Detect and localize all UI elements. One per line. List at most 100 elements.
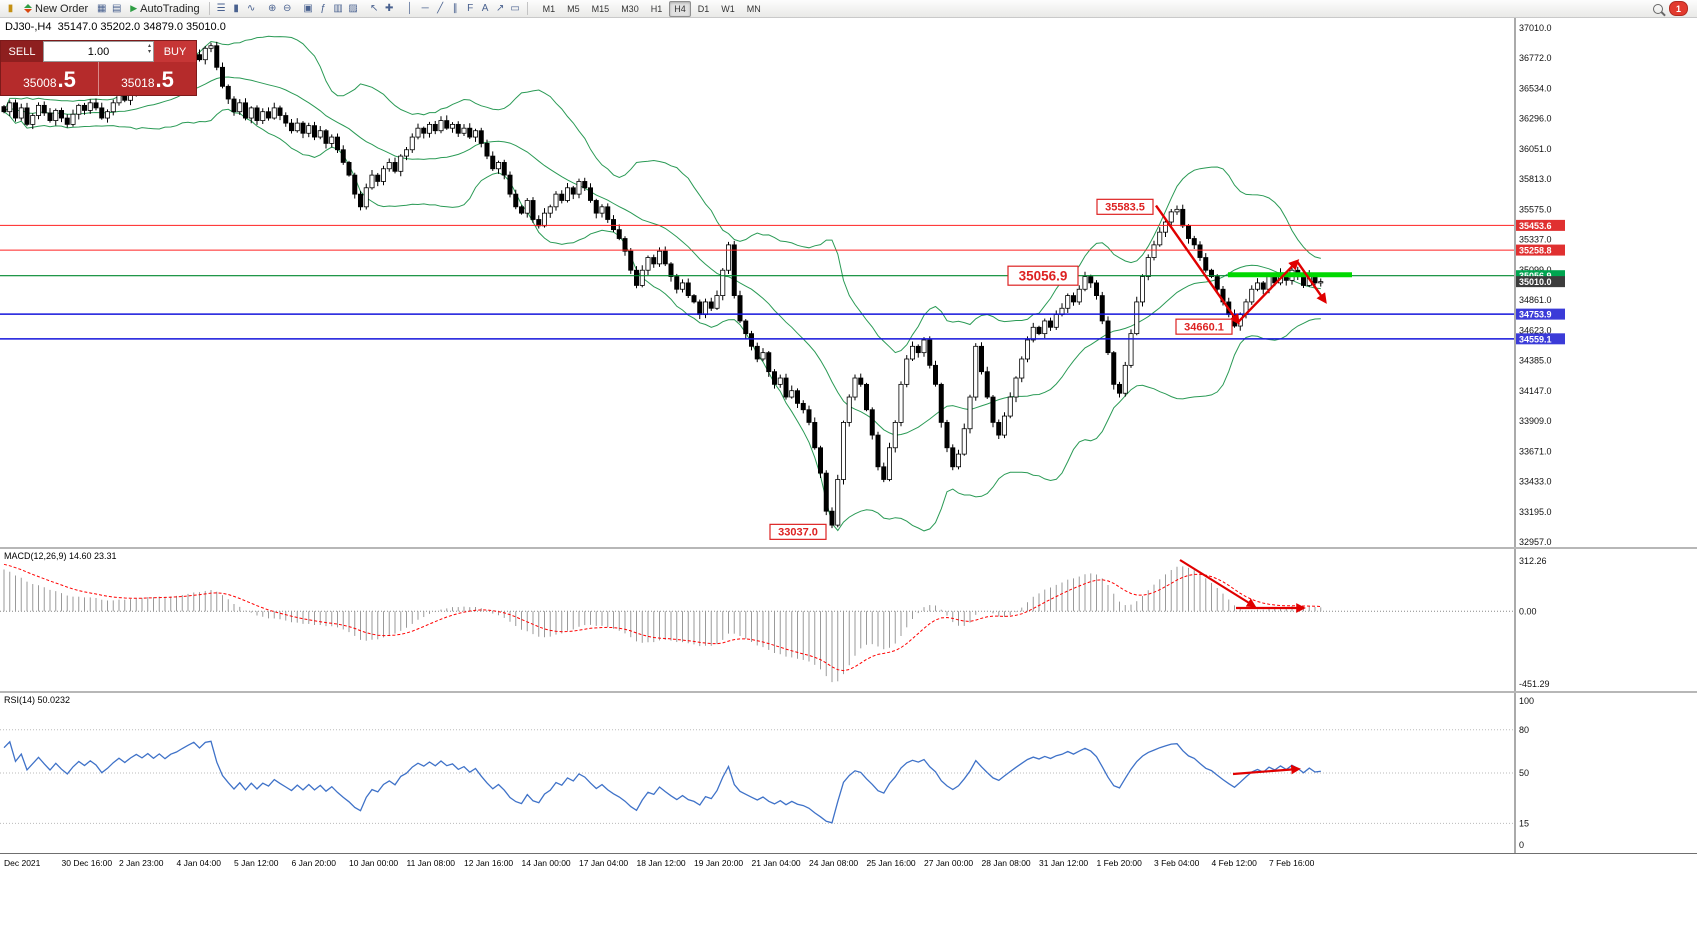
price-tag-value: 34753.9 [1519,310,1552,320]
macd-trend-arrow[interactable] [1179,559,1257,608]
vertical-line-icon[interactable]: │ [407,2,414,14]
price-tag-value: 35010.0 [1519,277,1552,287]
rsi-panel[interactable]: 100 80 50 15 0 [0,693,1697,853]
price-axis-label: 34385.0 [1519,356,1552,366]
profiles-icon[interactable]: ▤ [111,2,122,14]
timeframe-button-m1[interactable]: M1 [542,3,556,14]
timeframe-button-m30[interactable]: M30 [621,3,639,14]
price-axis-label: 33671.0 [1519,446,1552,456]
rsi-line [3,740,1321,824]
shapes-icon[interactable]: ▭ [510,2,520,14]
periods-icon[interactable]: ▥ [333,2,343,14]
timeframe-button-h4[interactable]: H4 [669,0,691,17]
time-axis-label: 11 Jan 08:00 [406,858,456,868]
macd-histogram [3,566,1322,683]
zoom-out-icon[interactable]: ⊖ [282,2,292,14]
volume-input[interactable]: 1.00 ▴ ▾ [43,41,154,62]
timeframe-button-mn[interactable]: MN [746,3,761,14]
time-axis-label: 4 Jan 04:00 [176,858,221,868]
price-axis-label: 37010.0 [1519,23,1552,33]
macd-axis-label: -451.29 [1519,679,1550,689]
rsi-axis-label: 15 [1519,818,1529,828]
fibonacci-icon[interactable]: F [467,2,474,14]
buy-button[interactable]: BUY [154,41,196,62]
bar-chart-icon[interactable]: ☰ [216,2,226,14]
candlestick-chart-icon[interactable]: ▮ [233,2,239,14]
volume-spinner[interactable]: ▴ ▾ [147,43,151,55]
rsi-axis-label: 0 [1519,840,1524,850]
price-callout[interactable] [1175,318,1233,335]
timeframe-button-w1[interactable]: W1 [721,3,735,14]
trend-arrow[interactable] [1155,204,1240,325]
macd-axis-label: 0.00 [1519,606,1537,616]
price-tag [1516,333,1565,345]
autotrading-button[interactable]: ▶ AutoTrading [125,1,204,17]
time-axis-label: Dec 2021 [4,858,41,868]
price-tag-value: 35258.8 [1519,246,1552,256]
trendline-icon[interactable]: ╱ [437,2,444,14]
price-axis-label: 35575.0 [1519,204,1552,214]
timeframe-button-h1[interactable]: H1 [650,3,663,14]
time-axis-label: 27 Jan 00:00 [924,858,974,868]
time-axis-label: 30 Dec 16:00 [61,858,113,868]
rsi-indicator-label: RSI(14) 50.0232 [4,695,71,705]
time-axis-label: 31 Jan 12:00 [1039,858,1089,868]
tile-windows-icon[interactable]: ▣ [303,2,313,14]
price-callout[interactable] [1096,198,1154,215]
price-axis-label: 34861.0 [1519,295,1552,305]
volume-value: 1.00 [87,45,110,58]
rsi-axis-label: 100 [1519,696,1534,706]
time-axis-label: 12 Jan 16:00 [464,858,514,868]
price-callout[interactable] [1007,265,1079,286]
new-order-button[interactable]: New Order [19,1,93,17]
new-order-label: New Order [35,2,89,15]
price-axis-label: 33433.0 [1519,477,1552,487]
price-chart[interactable]: 37010.0 36772.0 36534.0 36296.0 36051.0 35813… [0,18,1697,547]
text-icon[interactable]: A [481,2,489,14]
time-axis[interactable]: Dec 2021 30 Dec 16:00 2 Jan 23:00 4 Jan 04:… [0,853,1697,874]
arrows-icon[interactable]: ↗ [495,2,505,14]
timeframe-button-m5[interactable]: M5 [567,3,580,14]
horizontal-line-icon[interactable]: ─ [421,2,429,14]
price-callout-text: 33037.0 [778,527,818,539]
zoom-in-icon[interactable]: ⊕ [267,2,277,14]
timeframe-button-m15[interactable]: M15 [591,3,610,14]
buy-price-main: 35018 [121,76,155,90]
rsi-trend-arrow[interactable] [1232,764,1301,776]
panel-separator[interactable] [0,691,1697,693]
price-axis-label: 35099.0 [1519,265,1552,275]
macd-panel[interactable]: 312.26 0.00 -451.29 [0,549,1697,691]
time-axis-label: 4 Feb 12:00 [1211,858,1257,868]
price-tag-value: 35453.6 [1519,221,1552,231]
templates-icon[interactable]: ▨ [348,2,358,14]
panel-separator[interactable] [0,547,1697,549]
sell-button[interactable]: SELL [1,41,43,62]
crosshair-icon[interactable]: ✚ [384,2,394,14]
price-tag [1516,219,1565,231]
price-callout[interactable] [769,523,827,540]
indicators-icon[interactable]: ƒ [320,2,326,14]
toolbar-separator [526,2,528,15]
trend-arrow[interactable] [1237,259,1300,324]
channel-icon[interactable]: ∥ [452,2,458,14]
price-tag [1516,276,1565,288]
timeframe-button-d1[interactable]: D1 [697,3,710,14]
time-axis-label: 21 Jan 04:00 [751,858,801,868]
bollinger-bands [3,35,1321,532]
time-axis-label: 24 Jan 08:00 [809,858,859,868]
price-callout-text: 35056.9 [1019,268,1068,283]
cursor-icon[interactable]: ↖ [369,2,379,14]
notification-badge[interactable]: 1 [1669,1,1688,16]
trend-arrow[interactable] [1296,260,1327,304]
sell-price[interactable]: 35008 .5 [1,62,99,95]
new-chart-icon[interactable]: ▦ [96,2,107,14]
price-axis-label: 34147.0 [1519,386,1552,396]
sell-price-main: 35008 [23,76,57,90]
search-icon[interactable] [1653,3,1663,14]
time-axis-label: 14 Jan 00:00 [521,858,571,868]
rsi-axis-label: 50 [1519,768,1529,778]
buy-price[interactable]: 35018 .5 [99,62,196,95]
time-axis-label: 10 Jan 00:00 [349,858,399,868]
price-axis-label: 36534.0 [1519,83,1552,93]
line-chart-icon[interactable]: ∿ [246,2,256,14]
